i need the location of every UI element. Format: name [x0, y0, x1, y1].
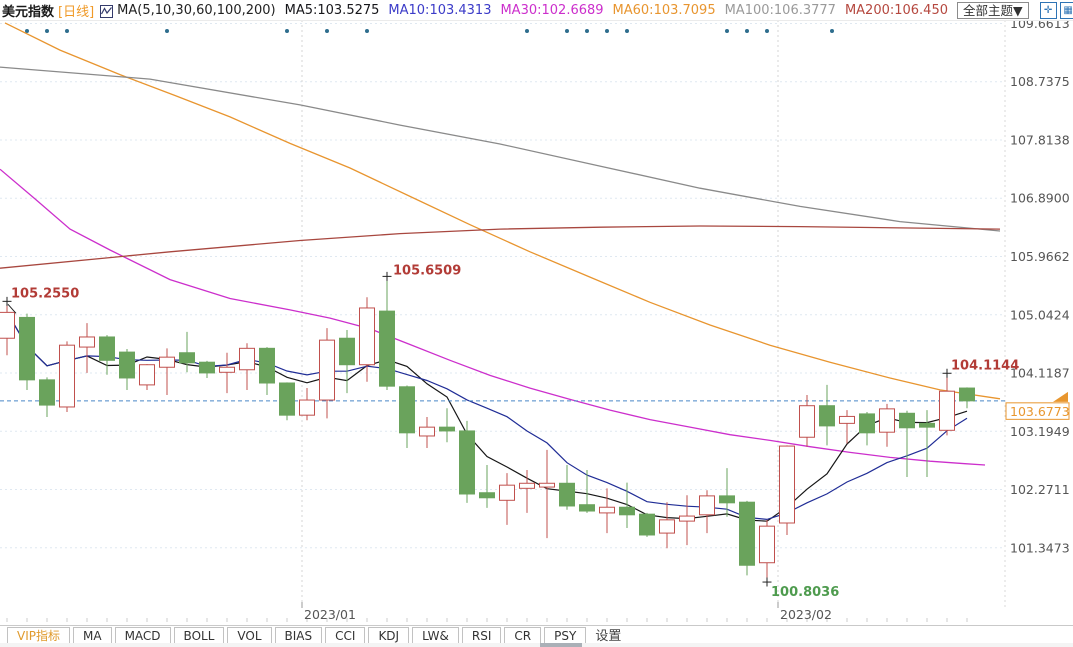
candle-up [139, 364, 155, 386]
event-dots [25, 29, 834, 33]
ma-line-ma30 [0, 168, 986, 466]
fit-chart-icon[interactable]: ▦ [1059, 1, 1073, 19]
date-gridlines [6, 20, 1006, 622]
candles [0, 276, 975, 583]
ma200-legend: MA200:106.450 [844, 2, 948, 18]
ma5-legend: MA5:103.5275 [284, 2, 380, 18]
candle-down [739, 501, 755, 566]
price-annotation: 100.8036 [771, 585, 839, 600]
price-annotation: 105.2550 [11, 286, 79, 301]
ma-line-ma200 [0, 225, 1001, 269]
price-annotation: 105.6509 [393, 263, 461, 278]
candle-down [959, 387, 975, 402]
horizontal-scrollbar-thumb[interactable] [540, 643, 582, 647]
price-axis-labels: 109.6613108.7375107.8138106.8900105.9662… [1010, 16, 1070, 555]
candle-up [679, 515, 695, 522]
candle-down [579, 504, 595, 512]
price-annotation: 104.1144 [951, 358, 1019, 373]
candle-up [299, 399, 315, 416]
candle-down [459, 430, 475, 495]
candle-up [659, 519, 675, 534]
candle-down [439, 426, 455, 432]
y-axis-label: 101.3473 [1010, 540, 1070, 555]
candle-up [599, 506, 615, 514]
candle-down [899, 412, 915, 429]
y-axis-label: 107.8138 [1010, 132, 1070, 147]
x-axis-label: 2023/01 [304, 607, 356, 622]
candle-down [379, 310, 395, 387]
candle-up [419, 426, 435, 437]
candle-up [699, 495, 715, 516]
horizontal-scrollbar-track[interactable] [0, 643, 1073, 647]
ma-overlays [0, 22, 1001, 522]
ma-line-ma100 [0, 66, 1001, 232]
candle-up [539, 482, 555, 488]
ma30-legend: MA30:102.6689 [500, 2, 604, 18]
candle-down [819, 405, 835, 427]
candle-down [719, 495, 735, 504]
candle-down [639, 513, 655, 536]
candle-down [399, 386, 415, 434]
candle-down [39, 379, 55, 406]
period-label: [日线] [58, 4, 95, 20]
y-axis-label: 102.2711 [1010, 482, 1070, 497]
price-gridlines [0, 22, 1005, 549]
candle-down [479, 492, 495, 499]
candle-down [619, 506, 635, 516]
symbol-name: 美元指数 [2, 4, 55, 20]
y-axis-label: 103.1949 [1010, 424, 1070, 439]
date-axis-labels: 2023/01 2023/02 [304, 607, 832, 622]
candle-up [359, 307, 375, 366]
current-price-tag: 103.6773 [1005, 391, 1070, 420]
x-axis-label: 2023/02 [780, 607, 832, 622]
y-axis-label: 108.7375 [1010, 74, 1070, 89]
candle-down [259, 347, 275, 384]
candle-down [119, 351, 135, 379]
candle-down [19, 316, 35, 381]
ma60-legend: MA60:103.7095 [612, 2, 716, 18]
candle-down [859, 413, 875, 434]
candle-up [879, 408, 895, 433]
ma10-legend: MA10:103.4313 [388, 2, 492, 18]
candle-up [839, 415, 855, 424]
candle-up [239, 347, 255, 371]
y-axis-label: 105.0424 [1010, 307, 1070, 322]
candle-up [799, 405, 815, 438]
chart-header: 美元指数 [日线] MA(5,10,30,60,100,200) MA5:103… [0, 0, 1073, 21]
candle-up [319, 339, 335, 401]
candle-up [779, 445, 795, 524]
kline-style-icon[interactable] [100, 4, 114, 18]
candle-down [99, 336, 115, 361]
candle-up [519, 482, 535, 489]
ma-line-ma60 [4, 22, 1001, 400]
ma100-legend: MA100:106.3777 [724, 2, 836, 18]
y-axis-label: 105.9662 [1010, 249, 1070, 264]
candle-up [79, 336, 95, 348]
theme-dropdown-button[interactable]: 全部主题▼ [957, 1, 1029, 19]
candle-up [499, 484, 515, 501]
candle-down [199, 361, 215, 374]
candle-up [219, 366, 235, 373]
candle-down [179, 352, 195, 364]
candle-down [339, 337, 355, 366]
candle-up [159, 356, 175, 368]
price-arrow-icon [1053, 391, 1068, 402]
candle-down [559, 482, 575, 507]
current-price-value: 103.6773 [1010, 404, 1070, 419]
y-axis-label: 104.1187 [1010, 366, 1070, 381]
indicator-tab-设置[interactable]: 设置 [595, 628, 622, 644]
candle-up [59, 344, 75, 408]
ma-group-label: MA(5,10,30,60,100,200) [117, 2, 276, 18]
candle-up [939, 390, 955, 431]
candle-down [919, 422, 935, 428]
candle-up [759, 525, 775, 564]
candle-up [0, 311, 15, 339]
y-axis-label: 106.8900 [1010, 191, 1070, 206]
candle-down [279, 382, 295, 416]
crosshair-icon[interactable]: ✛ [1039, 1, 1057, 19]
annotations: 105.2550 105.6509 100.8036 104.1144 [2, 263, 1019, 600]
